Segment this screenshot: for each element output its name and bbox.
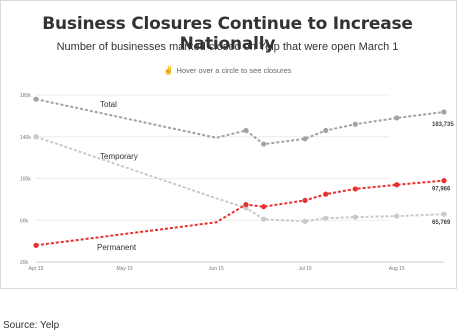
total-point: [441, 109, 446, 114]
y-tick-label: 140k: [20, 135, 31, 141]
temporary-point: [353, 215, 358, 220]
x-tick-label: Jul 15: [298, 266, 312, 272]
total-line: [36, 99, 444, 144]
temporary-point: [441, 212, 446, 217]
total-point: [302, 136, 307, 141]
permanent-point: [441, 178, 446, 183]
total-point: [394, 115, 399, 120]
temporary-line: [36, 137, 444, 222]
x-tick-label: Apr 15: [29, 266, 44, 272]
temporary-point: [302, 219, 307, 224]
total-point: [243, 128, 248, 133]
temporary-point: [323, 216, 328, 221]
temporary-point: [261, 217, 266, 222]
y-tick-label: 100k: [20, 177, 31, 183]
x-tick-label: May 15: [116, 266, 133, 272]
permanent-point: [323, 192, 328, 197]
total-end-label: 163,735: [432, 122, 454, 128]
y-tick-label: 20k: [20, 260, 29, 266]
total-point: [261, 141, 266, 146]
source-note: Source: Yelp: [3, 320, 59, 331]
x-tick-label: Jun 15: [209, 266, 224, 272]
permanent-line: [36, 181, 444, 246]
total-point: [353, 122, 358, 127]
total-point: [33, 97, 38, 102]
total-series-label: Total: [100, 100, 117, 109]
temporary-point: [33, 134, 38, 139]
y-tick-label: 180k: [20, 93, 31, 99]
temporary-series-label: Temporary: [100, 152, 138, 161]
permanent-point: [261, 204, 266, 209]
permanent-point: [353, 186, 358, 191]
y-tick-label: 60k: [20, 218, 29, 224]
permanent-point: [394, 182, 399, 187]
permanent-point: [302, 198, 307, 203]
permanent-series-label: Permanent: [97, 243, 137, 252]
permanent-end-label: 97,966: [432, 187, 451, 193]
permanent-point: [243, 202, 248, 207]
permanent-point: [33, 243, 38, 248]
x-tick-label: Aug 15: [389, 266, 405, 272]
temporary-end-label: 65,769: [432, 220, 451, 226]
total-point: [323, 128, 328, 133]
temporary-point: [394, 213, 399, 218]
